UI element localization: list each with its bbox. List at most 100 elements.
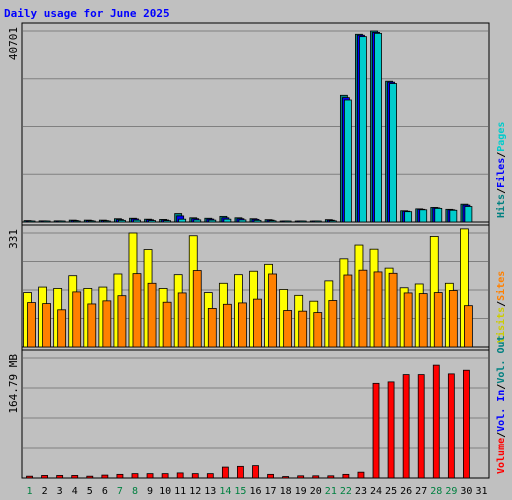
x-tick-label: 15 [234,486,246,497]
legend-entry: Hits [495,194,507,218]
panel-frame [21,22,490,223]
y-max-label: 164.79 MB [7,354,20,414]
bar [283,310,293,348]
x-tick-label: 10 [159,486,171,497]
bar [117,295,127,348]
x-tick-label: 16 [249,486,261,497]
series-pages [27,32,473,223]
bar [57,220,66,223]
bar [419,209,428,223]
bar [253,298,262,348]
x-tick-label: 13 [204,486,216,497]
bar [404,211,413,223]
legend-entry: / [496,384,507,390]
bar [464,305,473,348]
bar [312,475,320,479]
legend: Hits/Files/Pages [495,122,507,218]
x-tick-label: 12 [189,486,201,497]
bar [177,292,187,348]
x-tick-label: 18 [280,486,292,497]
bar [297,475,305,479]
bar [87,220,96,223]
bar [223,218,232,223]
bar [359,36,367,223]
legend: Volume/Vol. In/Vol. Out [496,335,507,474]
bar [447,373,455,479]
legend-entry: Sites [495,271,507,301]
chart-title: Daily usage for June 2025 [4,7,170,20]
series-sites [27,269,473,348]
bar [148,220,156,223]
legend-entry: Vol. In [496,390,507,432]
bar [161,473,169,479]
x-tick-label: 24 [370,486,382,497]
x-tick-label: 11 [174,486,186,497]
x-tick-label: 9 [147,486,153,497]
x-tick-label: 31 [475,486,487,497]
x-tick-label: 19 [295,486,307,497]
panel-visits: 331 Visits/Sites [7,224,507,348]
bar [132,273,142,348]
bar [463,369,470,479]
bar [192,270,202,348]
series-volume [26,364,470,479]
bar [206,473,214,479]
legend: Visits/Sites [495,271,507,343]
bar [71,475,79,479]
x-tick-label: 28 [430,486,442,497]
bar [72,291,82,348]
bar [418,293,428,348]
bar [191,473,199,479]
bar [374,32,382,223]
bar [162,301,172,348]
legend-entry: / [496,301,507,307]
bar [343,274,353,348]
bar [298,310,308,348]
bar [221,466,229,479]
bar [238,219,247,223]
x-tick-label: 4 [72,486,78,497]
bar [464,206,473,223]
bar [268,220,277,223]
bar [387,381,395,479]
x-tick-label: 5 [87,486,93,497]
bar [133,219,141,223]
bar [208,219,217,223]
x-tick-label: 26 [400,486,412,497]
x-tick-label: 22 [340,486,352,497]
x-tick-label: 23 [355,486,367,497]
bar [298,220,307,223]
bar [237,465,244,479]
bar [87,303,97,348]
bar [449,209,458,223]
bar [193,219,202,223]
bar [403,292,413,348]
bar [433,292,443,348]
x-tick-label: 20 [310,486,322,497]
bar [388,272,398,348]
bar [56,475,64,479]
bar [116,473,124,479]
x-tick-label: 30 [460,486,472,497]
bar [86,475,94,479]
bar [313,220,322,223]
legend-entry: Vol. Out [496,335,507,383]
bar [328,220,337,223]
x-tick-label: 3 [57,486,63,497]
bar [131,473,139,479]
bar [328,300,338,348]
x-tick-label: 25 [385,486,397,497]
legend-entry: Files [495,158,507,188]
bar [389,83,397,223]
bar [327,475,335,479]
x-tick-label: 1 [27,486,33,497]
legend-entry: / [496,188,507,194]
panel-frame [21,349,490,479]
bar [176,472,184,479]
bar [283,220,292,223]
bar [118,219,126,223]
bar [42,220,51,223]
x-tick-label: 29 [445,486,457,497]
